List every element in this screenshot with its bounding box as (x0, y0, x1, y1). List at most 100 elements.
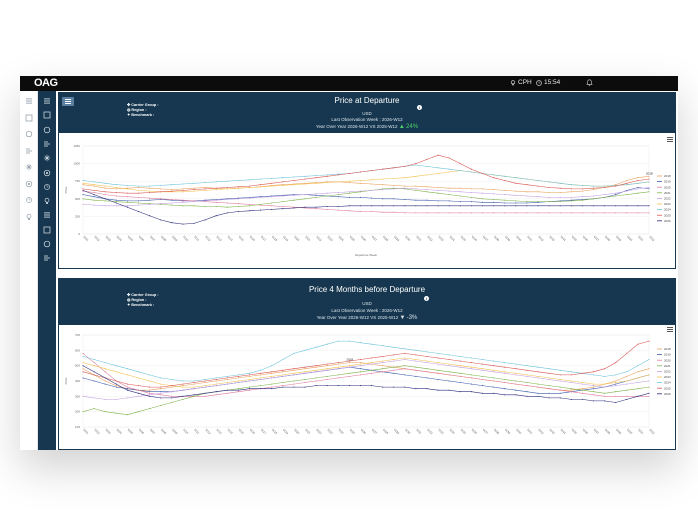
data-point[interactable] (370, 357, 373, 359)
data-point[interactable] (282, 386, 284, 388)
data-point[interactable] (337, 374, 339, 376)
data-point[interactable] (526, 381, 528, 384)
data-point[interactable] (326, 385, 328, 387)
data-point[interactable] (82, 355, 84, 358)
data-point[interactable] (559, 369, 561, 371)
data-point[interactable] (437, 200, 439, 202)
data-point[interactable] (293, 199, 295, 201)
data-point[interactable] (604, 186, 606, 189)
data-point[interactable] (82, 368, 84, 370)
data-point[interactable] (137, 371, 140, 373)
data-point[interactable] (315, 377, 317, 379)
data-point[interactable] (293, 207, 295, 209)
data-point[interactable] (393, 366, 395, 368)
data-point[interactable] (93, 196, 95, 198)
data-point[interactable] (193, 222, 195, 224)
data-point[interactable] (82, 203, 84, 205)
data-point[interactable] (648, 186, 650, 189)
data-point[interactable] (237, 198, 239, 200)
data-point[interactable] (171, 204, 173, 206)
data-point[interactable] (237, 389, 239, 391)
data-point[interactable] (293, 352, 295, 354)
data-point[interactable] (293, 386, 295, 388)
data-point[interactable] (359, 371, 362, 373)
data-point[interactable] (315, 385, 317, 387)
data-point[interactable] (93, 365, 95, 367)
data-point[interactable] (648, 368, 650, 370)
data-point[interactable] (393, 360, 395, 362)
data-point[interactable] (260, 369, 262, 371)
data-point[interactable] (315, 194, 317, 196)
data-point[interactable] (448, 212, 450, 214)
data-point[interactable] (493, 369, 495, 371)
data-point[interactable] (570, 188, 572, 190)
data-point[interactable] (282, 184, 284, 186)
data-point[interactable] (337, 196, 339, 198)
chart-menu-icon[interactable] (667, 137, 673, 142)
data-point[interactable] (382, 168, 384, 170)
data-point[interactable] (370, 179, 373, 181)
data-point[interactable] (248, 179, 251, 181)
data-point[interactable] (348, 196, 350, 198)
data-point[interactable] (648, 374, 650, 376)
data-point[interactable] (226, 198, 228, 201)
data-point[interactable] (149, 391, 151, 393)
data-point[interactable] (248, 185, 251, 187)
data-point[interactable] (415, 189, 417, 191)
data-point[interactable] (126, 188, 128, 190)
data-point[interactable] (137, 202, 140, 204)
data-point[interactable] (171, 385, 173, 387)
data-point[interactable] (393, 205, 395, 207)
data-point[interactable] (559, 397, 561, 399)
data-point[interactable] (215, 383, 217, 385)
data-point[interactable] (526, 395, 528, 397)
data-point[interactable] (271, 365, 273, 367)
data-point[interactable] (115, 188, 117, 190)
data-point[interactable] (271, 372, 273, 374)
data-point[interactable] (515, 389, 517, 391)
data-point[interactable] (559, 191, 561, 194)
data-point[interactable] (115, 191, 117, 194)
data-point[interactable] (493, 193, 495, 195)
data-point[interactable] (481, 378, 484, 381)
data-point[interactable] (326, 375, 328, 377)
data-point[interactable] (615, 391, 617, 393)
data-point[interactable] (126, 397, 128, 399)
data-point[interactable] (204, 380, 206, 382)
data-point[interactable] (115, 398, 117, 400)
star-icon[interactable] (43, 140, 51, 148)
data-point[interactable] (581, 392, 583, 394)
data-point[interactable] (260, 203, 262, 205)
data-point[interactable] (370, 343, 373, 345)
data-point[interactable] (260, 372, 262, 374)
data-point[interactable] (648, 392, 650, 394)
data-point[interactable] (592, 371, 595, 373)
data-point[interactable] (504, 205, 506, 207)
data-point[interactable] (215, 385, 217, 387)
data-point[interactable] (182, 383, 184, 385)
data-point[interactable] (437, 372, 439, 374)
grid-icon[interactable] (43, 97, 51, 105)
data-point[interactable] (193, 380, 195, 382)
data-point[interactable] (615, 194, 617, 196)
data-point[interactable] (137, 186, 140, 189)
data-point[interactable] (592, 388, 595, 390)
data-point[interactable] (481, 192, 484, 194)
data-point[interactable] (370, 363, 373, 365)
data-point[interactable] (315, 346, 317, 348)
legend-item[interactable]: 2022 (664, 197, 671, 201)
data-point[interactable] (470, 368, 472, 370)
data-point[interactable] (104, 398, 106, 400)
data-point[interactable] (149, 187, 151, 189)
data-point[interactable] (448, 389, 450, 391)
data-point[interactable] (337, 377, 339, 379)
legend-item[interactable]: 2022 (664, 370, 671, 374)
data-point[interactable] (559, 187, 561, 189)
data-point[interactable] (215, 205, 217, 208)
data-point[interactable] (326, 208, 328, 210)
data-point[interactable] (559, 201, 561, 203)
data-point[interactable] (304, 368, 306, 370)
data-point[interactable] (526, 369, 528, 371)
data-point[interactable] (459, 355, 461, 358)
data-point[interactable] (626, 383, 628, 385)
